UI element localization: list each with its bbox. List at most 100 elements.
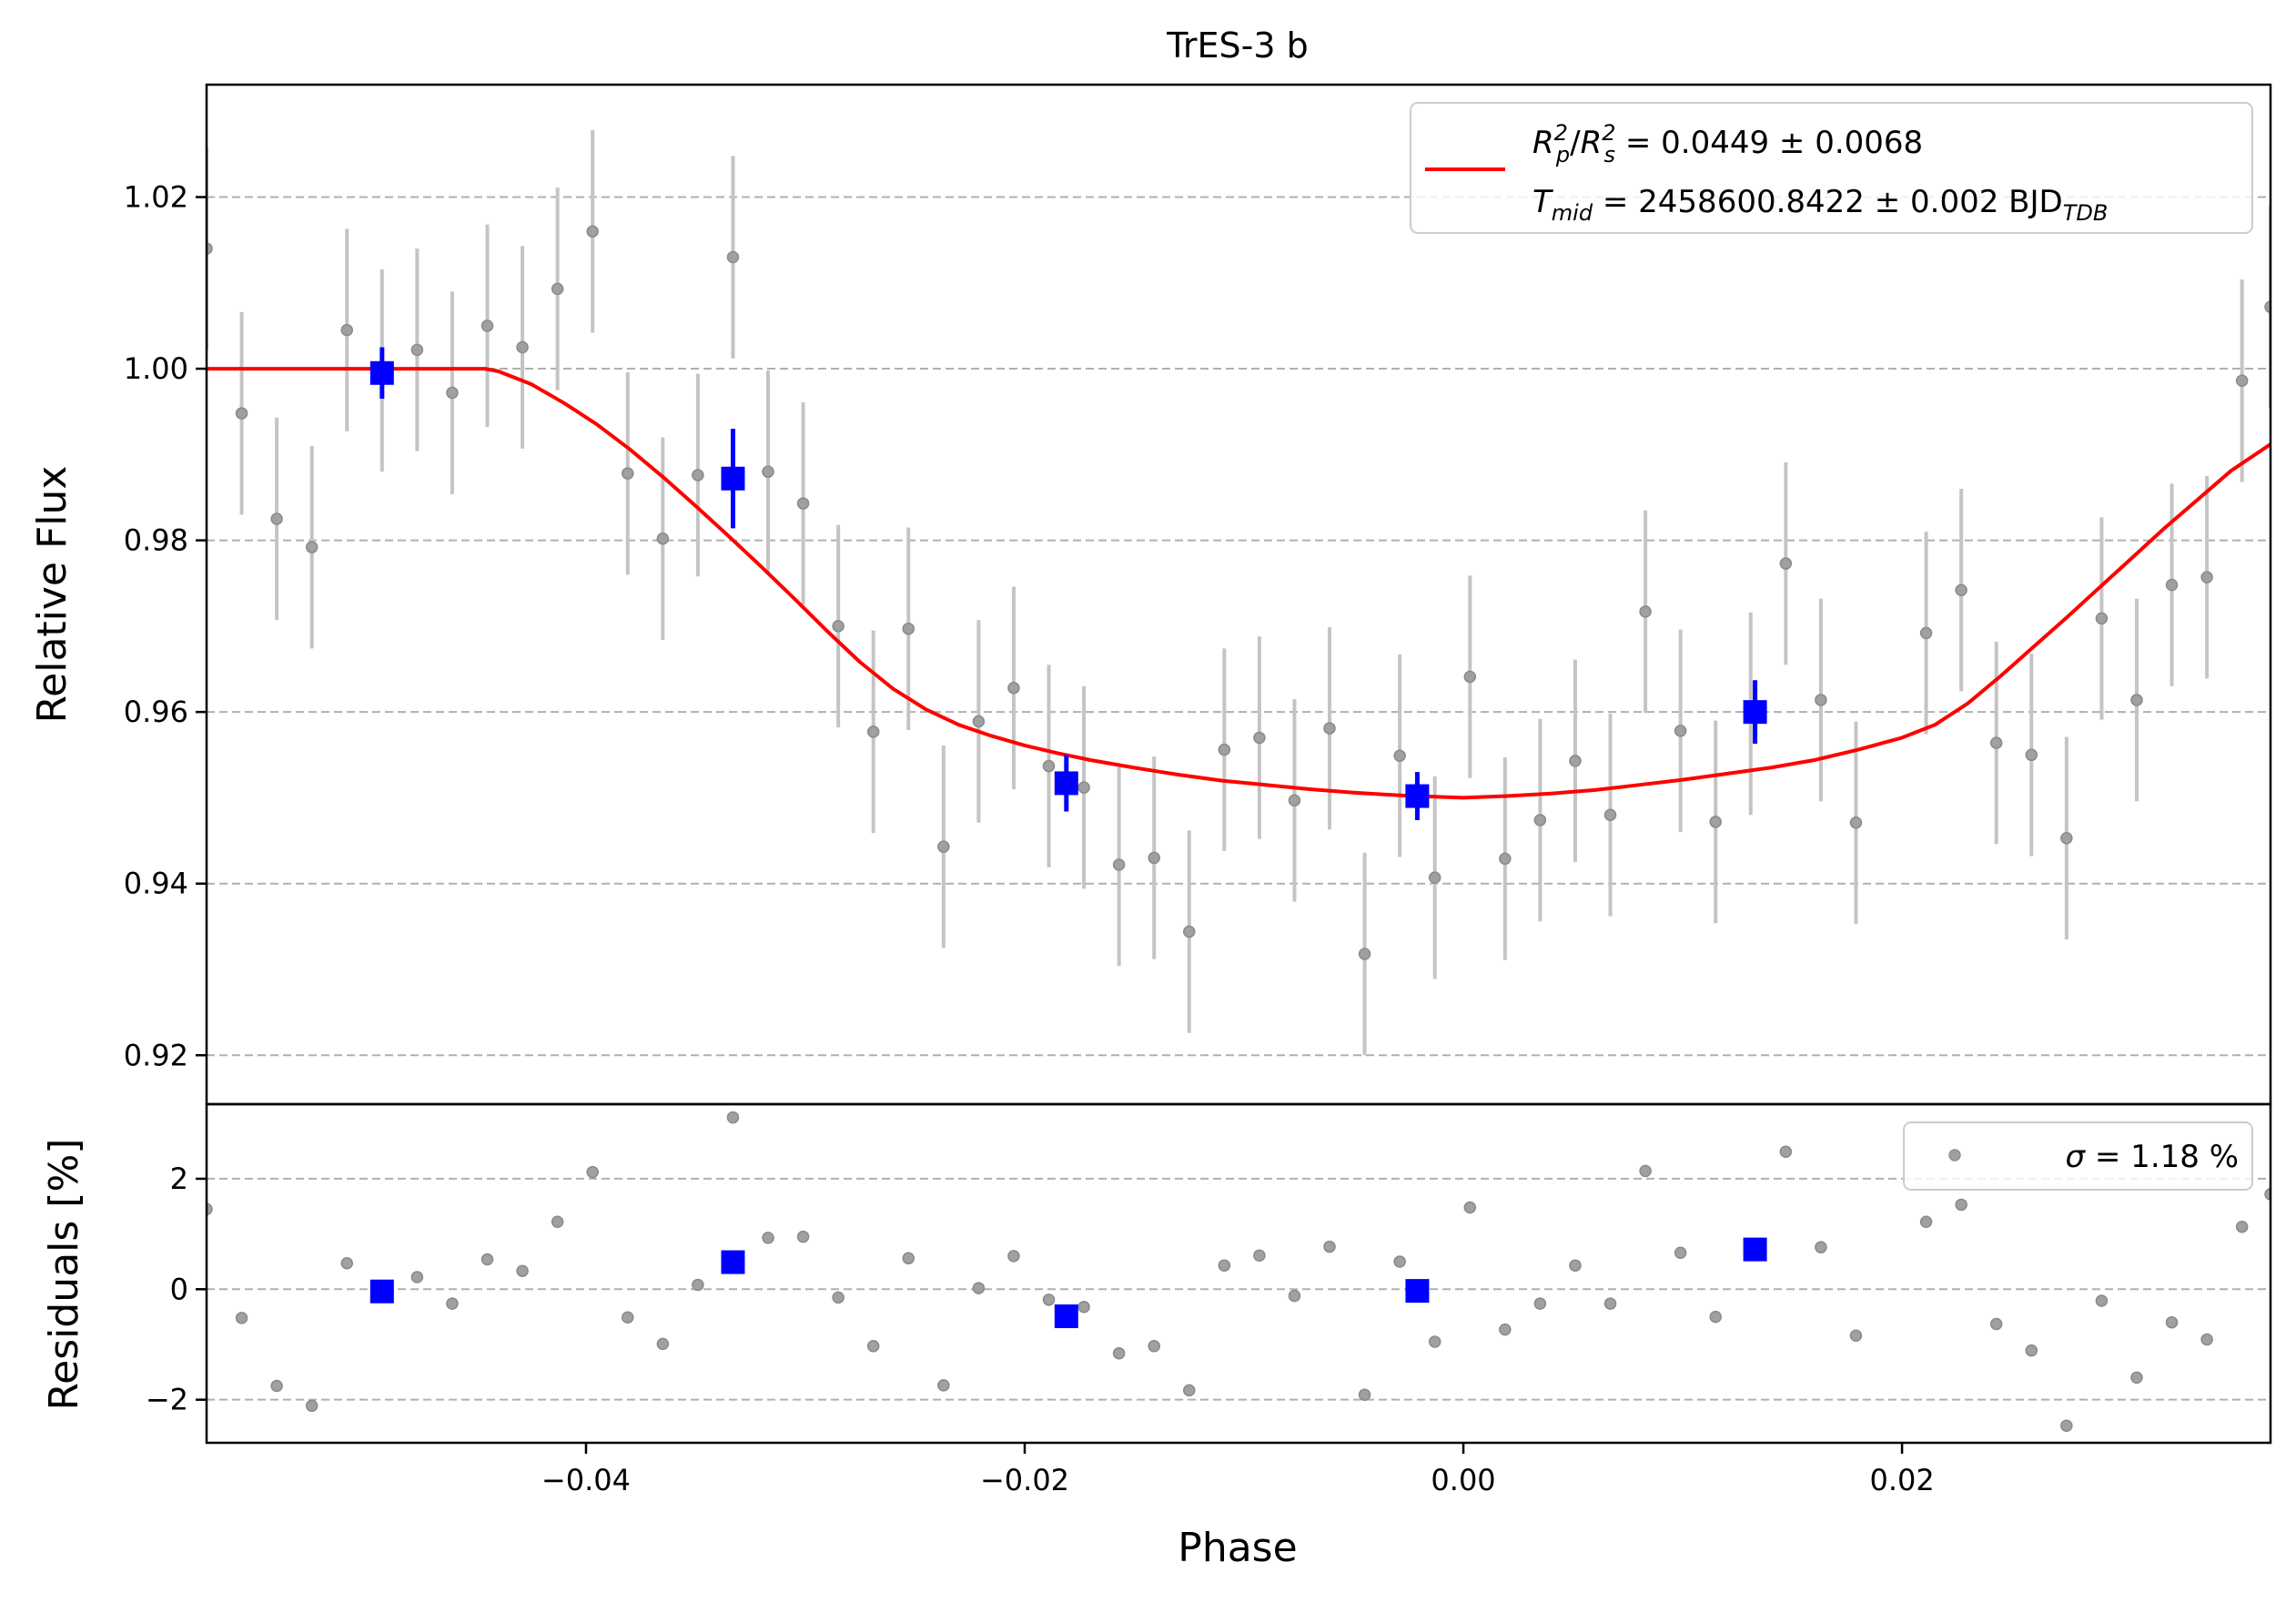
raw-point (1849, 817, 1863, 829)
residual-point (410, 1271, 424, 1283)
raw-point (1288, 794, 1301, 807)
legend-mid-time: Tmid = 2458600.8422 ± 0.002 BJDTDB (1532, 184, 2108, 226)
light-curve-raw-points (207, 129, 2271, 1056)
binned-point (1743, 700, 1767, 725)
residual-point (1007, 1250, 1020, 1263)
model-curve (207, 367, 2271, 800)
binned-residual-point (1405, 1279, 1430, 1304)
chart-title: TrES-3 b (1166, 25, 1308, 66)
residual-point (972, 1282, 986, 1294)
raw-point (2130, 694, 2143, 706)
residual-point (726, 1111, 740, 1124)
residual-point (2200, 1333, 2213, 1346)
residual-point (1183, 1384, 1196, 1397)
residual-point (2095, 1294, 2109, 1307)
y-tick-label: 0.98 (124, 523, 188, 558)
residual-point (1323, 1240, 1336, 1253)
binned-point (369, 360, 394, 385)
raw-point (1569, 755, 1582, 767)
binned-residual-point (721, 1250, 745, 1274)
residual-point (2235, 1220, 2249, 1233)
binned-residual-point (1054, 1304, 1078, 1329)
y-tick-label: 1.02 (124, 180, 188, 215)
raw-point (2235, 374, 2249, 388)
residuals-frame (205, 1102, 2272, 1445)
raw-point (1533, 814, 1547, 827)
raw-point (1253, 731, 1266, 745)
residual-point (270, 1379, 283, 1393)
residual-point (2025, 1344, 2038, 1357)
raw-point (1112, 858, 1126, 871)
residual-point (832, 1291, 845, 1304)
raw-point (1042, 759, 1056, 773)
binned-point (1054, 771, 1078, 796)
residual-point (937, 1379, 950, 1392)
y-axis-label-residuals: Residuals [%] (41, 1139, 87, 1411)
raw-point (726, 250, 740, 264)
raw-point (2025, 748, 2038, 762)
raw-point (2060, 831, 2073, 845)
residual-point (480, 1253, 494, 1266)
raw-point (832, 620, 845, 633)
residual-point (340, 1257, 354, 1270)
residual-point (2060, 1419, 2073, 1432)
raw-point (762, 465, 774, 478)
light-curve-binned-points (369, 347, 1767, 820)
transit-model-line (207, 367, 2271, 800)
raw-point (305, 541, 319, 553)
raw-point (1709, 816, 1722, 828)
residual-point (796, 1230, 810, 1243)
residual-point (692, 1278, 704, 1292)
raw-point (1077, 781, 1090, 794)
residual-point (622, 1311, 634, 1324)
light-curve-y-ticks: 0.92 0.94 0.96 0.98 1.00 1.02 (124, 180, 207, 1072)
y-tick-label: 1.00 (124, 351, 188, 386)
residuals-raw-points (207, 1111, 2271, 1432)
raw-point (1428, 871, 1441, 884)
raw-point (1815, 694, 1827, 706)
binned-residual-point (369, 1279, 394, 1304)
residual-point (1112, 1346, 1126, 1360)
residual-point (1533, 1297, 1547, 1310)
raw-point (586, 225, 599, 238)
raw-point (207, 242, 213, 255)
raw-point (516, 340, 529, 354)
raw-point (2264, 300, 2271, 313)
residual-point (1148, 1340, 1160, 1353)
raw-point (656, 532, 670, 545)
raw-point (1639, 605, 1652, 618)
residual-point (305, 1399, 319, 1413)
residual-point (1428, 1335, 1441, 1348)
y-tick-label: 0.94 (124, 867, 188, 901)
residual-point (1499, 1323, 1512, 1336)
residual-point (902, 1252, 915, 1265)
residual-point (1603, 1297, 1617, 1310)
residual-point (446, 1297, 459, 1310)
binned-point (1405, 784, 1430, 808)
phase-x-ticks: −0.04 −0.02 0.00 0.02 (541, 1443, 1935, 1497)
residual-point (866, 1340, 880, 1353)
residuals-binned-points (369, 1237, 1767, 1329)
residual-point (1674, 1246, 1687, 1259)
light-curve-panel: TrES-3 b 0.92 0.94 0.96 0.98 1.00 1.02 Relati… (29, 25, 2272, 1106)
residual-point (1569, 1259, 1582, 1272)
residual-point (235, 1312, 248, 1324)
residual-point (1253, 1249, 1266, 1263)
y-tick-label: −2 (146, 1383, 188, 1417)
raw-point (2165, 578, 2179, 592)
raw-point (1007, 682, 1020, 695)
raw-point (1463, 670, 1477, 684)
residuals-legend-box (1903, 1121, 2253, 1191)
residual-point (2165, 1315, 2179, 1329)
legend-residual-swatch (1948, 1149, 1961, 1162)
x-tick-label: 0.00 (1431, 1463, 1495, 1497)
residual-point (1779, 1145, 1793, 1158)
x-tick-label: 0.02 (1869, 1463, 1934, 1497)
residual-point (1815, 1241, 1827, 1253)
raw-point (446, 386, 459, 400)
residual-point (2264, 1188, 2271, 1201)
residual-point (1849, 1329, 1863, 1343)
x-axis-label-phase: Phase (1178, 1525, 1297, 1571)
x-tick-label: −0.04 (541, 1463, 631, 1497)
